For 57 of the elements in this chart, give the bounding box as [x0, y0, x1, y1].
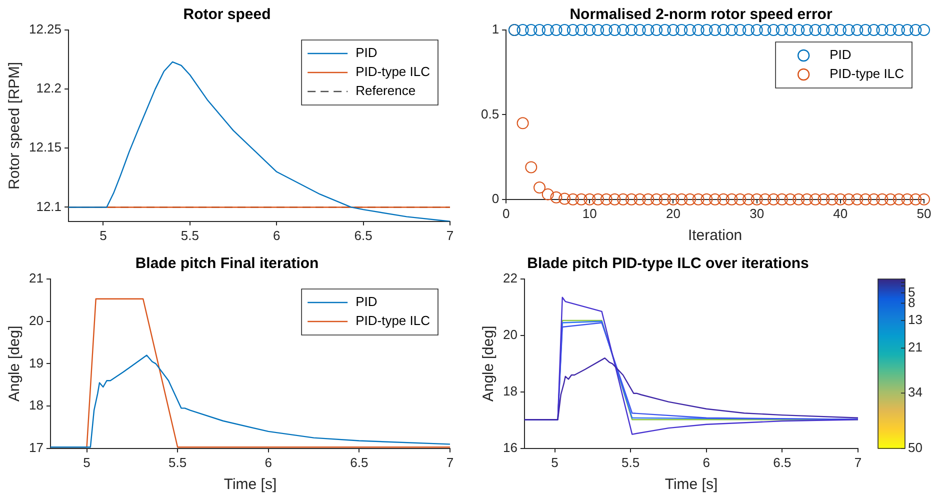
- legend-label: PID: [356, 294, 378, 310]
- x-axis-title: Iteration: [688, 227, 742, 244]
- x-tick-label: 40: [833, 206, 848, 221]
- y-tick-label: 18: [502, 384, 518, 399]
- x-tick-label: 6: [702, 454, 710, 470]
- legend-label: PID-type ILC: [356, 64, 430, 80]
- x-tick-label: 5.5: [168, 454, 187, 470]
- y-tick-label: 20: [502, 327, 518, 342]
- x-tick-label: 6.5: [354, 228, 372, 243]
- x-tick-label: 5.5: [622, 454, 640, 470]
- x-tick-label: 20: [666, 206, 680, 221]
- y-tick-label: 20: [28, 312, 44, 328]
- x-tick-label: 6: [264, 454, 272, 470]
- y-axis-title: Angle [deg]: [480, 326, 498, 402]
- y-tick-label: 12.15: [28, 140, 62, 155]
- y-tick-label: 17: [28, 440, 44, 455]
- x-tick-label: 6.5: [773, 454, 792, 470]
- color-bar-label: 50: [908, 440, 922, 455]
- x-tick-label: 7: [446, 228, 454, 243]
- x-tick-label: 50: [916, 206, 932, 221]
- color-bar-label: 34: [908, 384, 922, 400]
- y-tick-label: 16: [502, 440, 518, 455]
- y-axis-title: Angle [deg]: [6, 326, 24, 402]
- color-bar-label: 13: [908, 312, 922, 328]
- color-bar-label: 21: [908, 340, 922, 355]
- y-tick-label: 12.25: [28, 22, 62, 37]
- x-tick-label: 7: [446, 454, 454, 470]
- y-tick-label: 0.5: [480, 106, 500, 122]
- chart-title: Rotor speed: [183, 6, 271, 24]
- y-tick-label: 22: [502, 270, 518, 286]
- chart-title: Normalised 2-norm rotor speed error: [570, 6, 832, 24]
- x-tick-label: 30: [750, 206, 764, 221]
- y-tick-label: 1: [492, 22, 500, 37]
- x-axis-title: Time [s]: [224, 476, 277, 494]
- y-tick-label: 21: [28, 270, 44, 286]
- y-tick-label: 19: [28, 355, 44, 370]
- x-axis-title: Time [s]: [664, 476, 718, 494]
- y-tick-label: 18: [28, 398, 44, 413]
- x-tick-label: 5.5: [180, 228, 199, 243]
- chart-title: Blade pitch PID-type ILC over iterations: [527, 255, 809, 272]
- legend-label: PID-type ILC: [830, 66, 904, 82]
- chart-title: Blade pitch Final iteration: [135, 255, 319, 272]
- x-tick-label: 6.5: [350, 454, 368, 470]
- y-tick-label: 0: [492, 190, 500, 206]
- legend-label: PID: [356, 45, 378, 60]
- x-tick-label: 7: [854, 454, 862, 470]
- y-axis-title: Rotor speed [RPM]: [6, 62, 24, 190]
- x-tick-label: 6: [272, 228, 280, 243]
- x-tick-label: 5: [100, 228, 107, 243]
- legend-label: Reference: [356, 83, 416, 98]
- legend-label: PID: [830, 47, 852, 62]
- y-tick-label: 12.1: [36, 198, 62, 214]
- x-tick-label: 10: [582, 206, 597, 221]
- y-tick-label: 12.2: [36, 80, 62, 96]
- x-tick-label: 5: [551, 454, 558, 470]
- x-tick-label: 5: [83, 454, 90, 470]
- legend-label: PID-type ILC: [356, 313, 430, 328]
